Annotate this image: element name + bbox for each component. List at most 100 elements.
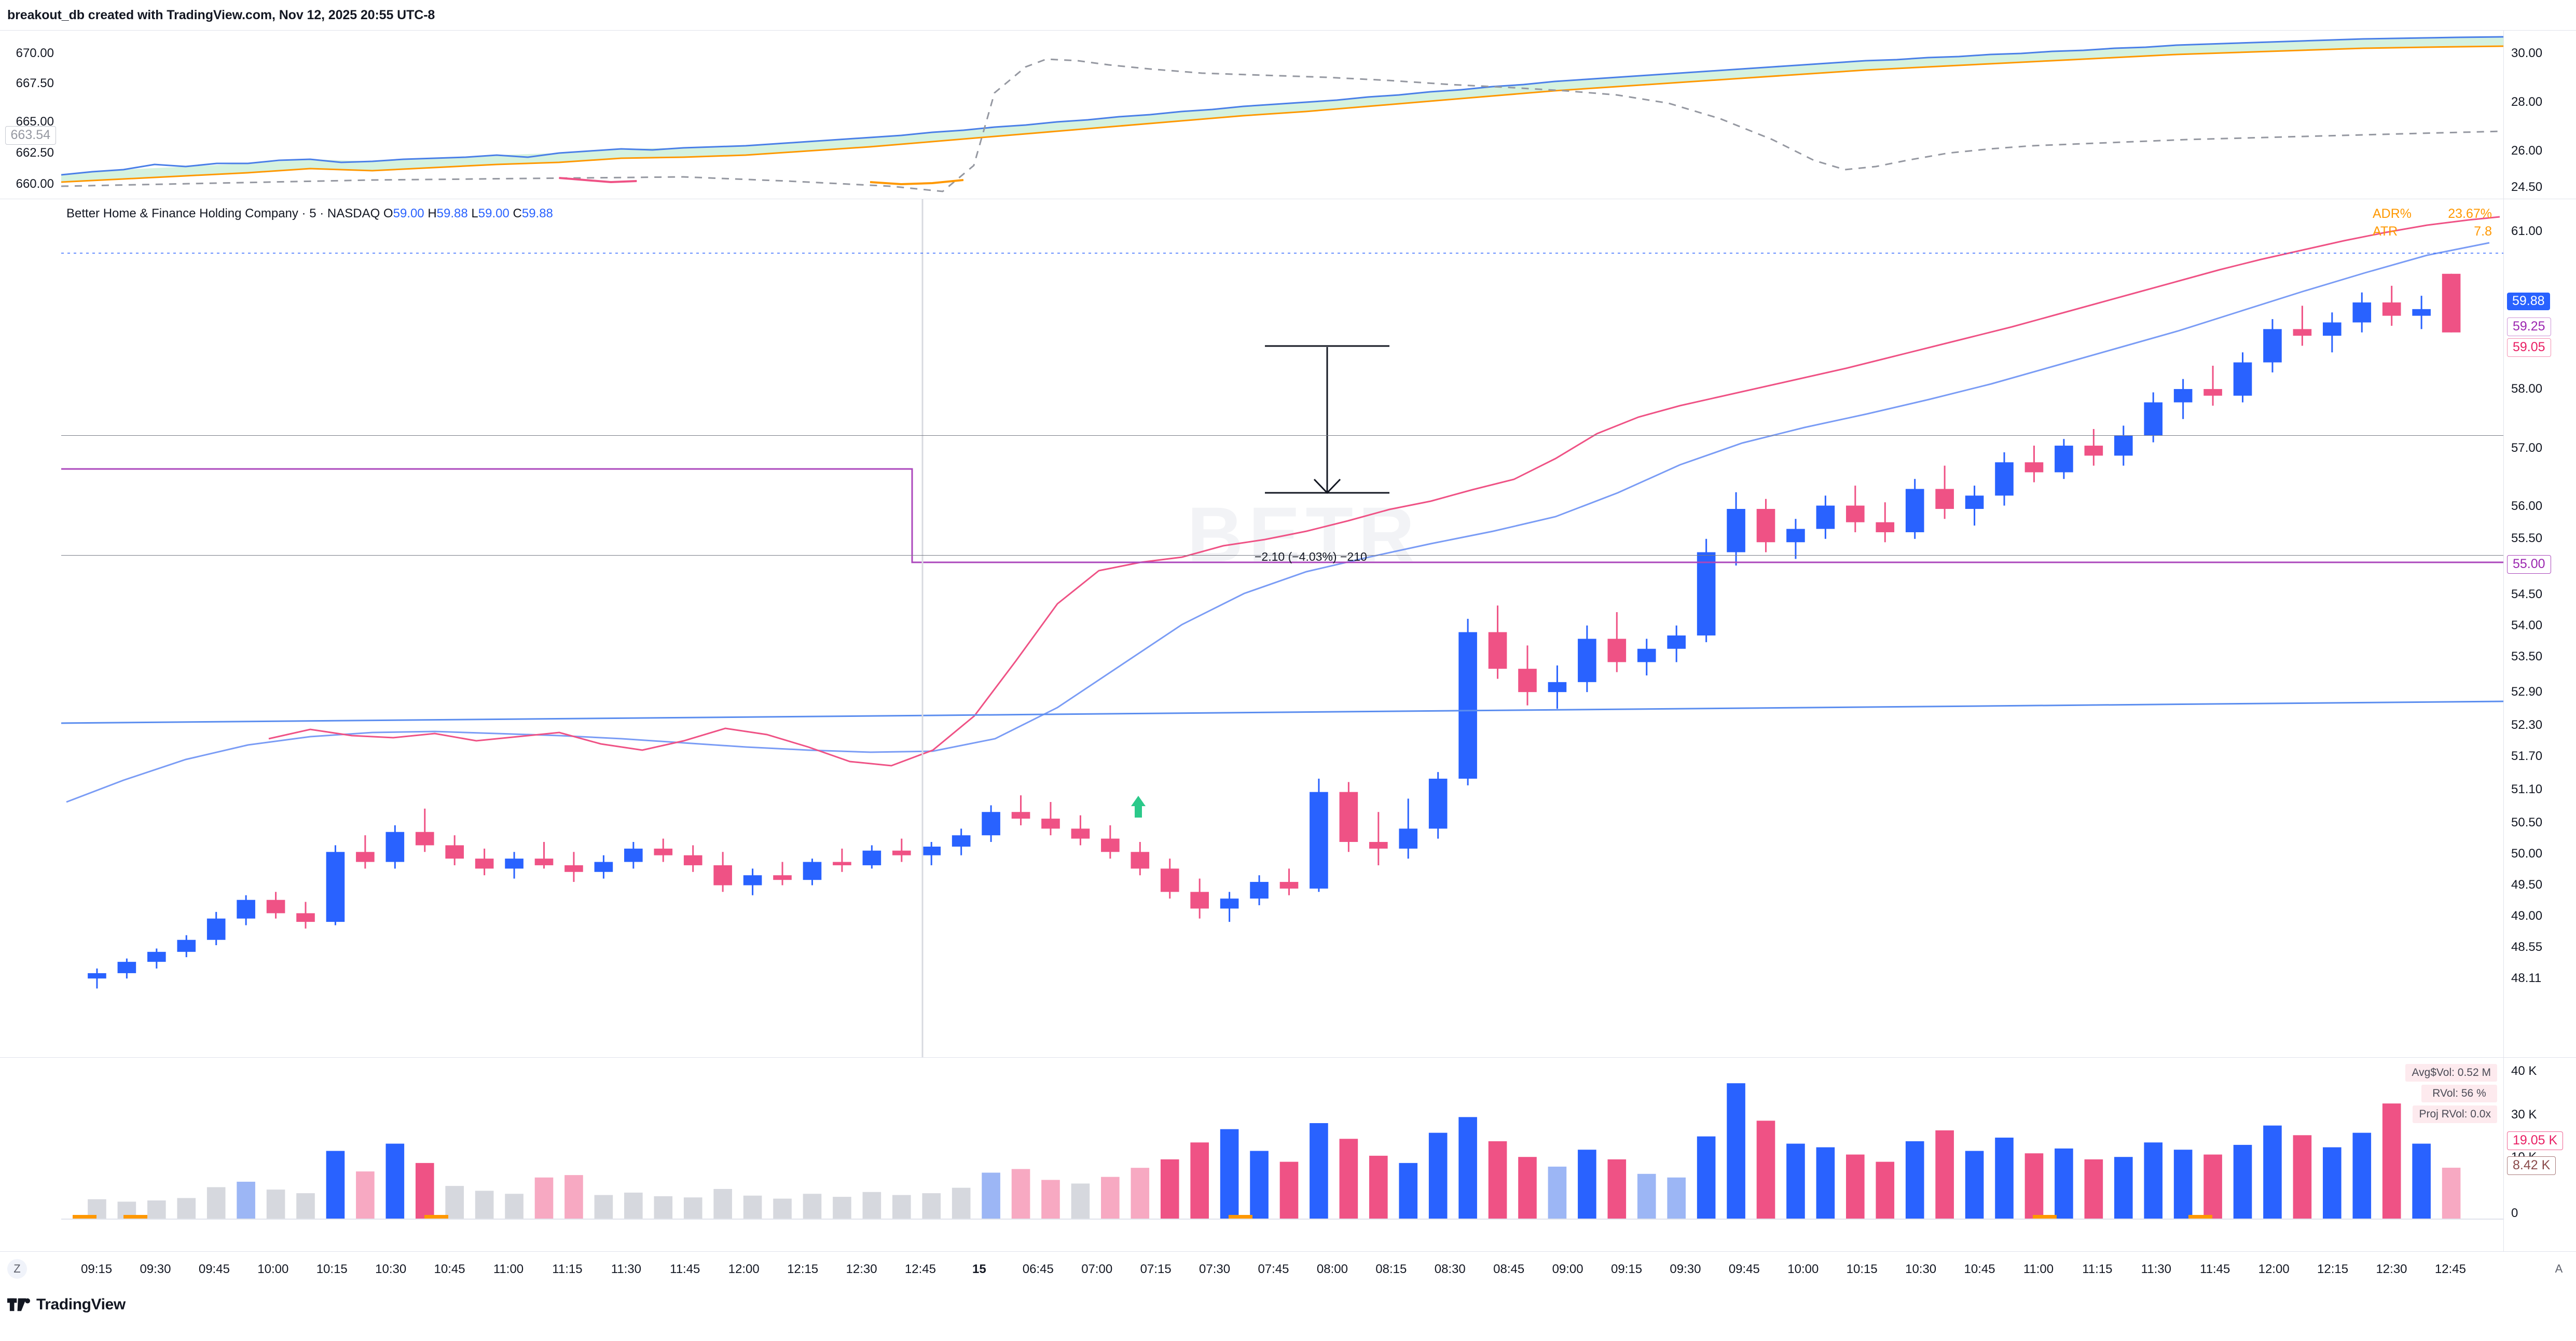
main-panel-right-axis[interactable]: 61.00 59.88 59.25 59.05 58.00 57.00 56.0… xyxy=(2503,199,2576,1057)
top-indicator-panel: 670.00 667.50 665.00 663.54 662.50 660.0… xyxy=(0,30,2576,199)
axis-tick: 51.10 xyxy=(2511,782,2543,796)
axis-tick: 57.00 xyxy=(2511,441,2543,455)
time-tick: 06:45 xyxy=(1022,1262,1054,1276)
main-price-panel: Better Home & Finance Holding Company · … xyxy=(0,199,2576,1057)
atr-readout[interactable]: ATR 7.8 xyxy=(2373,224,2492,239)
time-tick: 07:15 xyxy=(1140,1262,1172,1276)
symbol-legend[interactable]: Better Home & Finance Holding Company · … xyxy=(66,206,553,221)
time-tick: 07:00 xyxy=(1081,1262,1113,1276)
tradingview-wordmark: TradingView xyxy=(36,1296,126,1313)
ma-red-price-tag: 59.05 xyxy=(2507,338,2551,357)
time-tick: 12:00 xyxy=(728,1262,760,1276)
axis-tick: 55.50 xyxy=(2511,531,2543,545)
time-tick: 09:45 xyxy=(198,1262,230,1276)
axis-tick: 48.11 xyxy=(2511,971,2542,985)
top-panel-left-axis[interactable]: 670.00 667.50 665.00 663.54 662.50 660.0… xyxy=(0,31,61,199)
rvol-stat: RVol: 56 % xyxy=(2421,1085,2497,1102)
time-tick: 09:30 xyxy=(140,1262,171,1276)
time-tick: 09:45 xyxy=(1728,1262,1760,1276)
main-panel-plot[interactable]: BETR xyxy=(61,199,2503,1057)
legend-high-value: 59.88 xyxy=(436,206,468,220)
time-tick: 11:00 xyxy=(493,1262,524,1276)
time-tick: 10:15 xyxy=(1846,1262,1878,1276)
time-tick: 08:45 xyxy=(1493,1262,1525,1276)
adr-label: ADR% xyxy=(2373,206,2412,221)
time-tick: 09:30 xyxy=(1670,1262,1701,1276)
volume-tag-current: 19.05 K xyxy=(2507,1131,2564,1150)
axis-tick: 58.00 xyxy=(2511,382,2543,396)
volume-right-axis[interactable]: 40 K 30 K 19.05 K 10 K 8.42 K 0 xyxy=(2503,1058,2576,1251)
volume-plot[interactable] xyxy=(61,1058,2503,1251)
level-line-52-30 xyxy=(61,435,2503,436)
time-tick: 08:15 xyxy=(1375,1262,1407,1276)
axis-tick: 56.00 xyxy=(2511,499,2543,513)
axis-tick: 50.00 xyxy=(2511,847,2543,861)
zoom-reset-button[interactable]: Z xyxy=(7,1259,27,1279)
time-tick: 07:45 xyxy=(1258,1262,1289,1276)
time-tick: 09:15 xyxy=(1610,1262,1643,1276)
legend-open-value: 59.00 xyxy=(393,206,424,220)
axis-tick: 51.70 xyxy=(2511,749,2543,763)
axis-tick: 40 K xyxy=(2511,1064,2537,1078)
axis-tick: 49.50 xyxy=(2511,878,2543,892)
legend-close-value: 59.88 xyxy=(521,206,553,220)
axis-tick: 30.00 xyxy=(2511,46,2543,60)
time-tick: 08:30 xyxy=(1434,1262,1466,1276)
axis-tick: 53.50 xyxy=(2511,649,2543,663)
auto-scale-button[interactable]: A xyxy=(2555,1262,2563,1275)
axis-tick: 660.00 xyxy=(16,177,54,191)
legend-close-label: C xyxy=(513,206,522,220)
time-tick: 10:00 xyxy=(257,1262,289,1276)
price-tag-top-panel: 663.54 xyxy=(5,126,56,145)
buy-arrow-marker xyxy=(1131,796,1146,818)
axis-tick: 54.00 xyxy=(2511,618,2543,632)
atr-label: ATR xyxy=(2373,224,2398,239)
legend-symbol: Better Home & Finance Holding Company · … xyxy=(66,206,380,220)
time-tick: 09:15 xyxy=(81,1262,113,1276)
time-axis[interactable]: Z A 09:15 09:30 09:45 10:00 10:15 10:30 10:45 1… xyxy=(0,1251,2576,1285)
time-tick: 11:30 xyxy=(611,1262,641,1276)
top-panel-plot[interactable] xyxy=(61,31,2503,199)
time-tick: 10:30 xyxy=(1905,1262,1937,1276)
axis-tick: 52.90 xyxy=(2511,685,2543,699)
time-tick: 09:00 xyxy=(1552,1262,1583,1276)
axis-tick: 28.00 xyxy=(2511,95,2543,109)
time-tick: 08:00 xyxy=(1316,1262,1348,1276)
legend-open-label: O xyxy=(383,206,393,220)
tradingview-logo-icon xyxy=(7,1298,30,1311)
time-tick: 10:45 xyxy=(434,1262,465,1276)
measurement-label: −2.10 (−4.03%) −210 xyxy=(1255,550,1367,563)
legend-low-label: L xyxy=(471,206,478,220)
axis-tick: 30 K xyxy=(2511,1108,2537,1122)
axis-tick: 670.00 xyxy=(16,46,54,60)
measurement-tool xyxy=(1265,345,1389,494)
last-price-tag: 59.88 xyxy=(2507,293,2550,310)
time-tick: 12:00 xyxy=(2258,1262,2290,1276)
adr-readout[interactable]: ADR% 23.67% xyxy=(2373,206,2492,222)
axis-tick: 26.00 xyxy=(2511,144,2543,158)
time-tick: 10:30 xyxy=(375,1262,407,1276)
volume-tag-projected: 8.42 K xyxy=(2507,1156,2556,1175)
level-line-50-00 xyxy=(61,555,2503,556)
main-series-svg xyxy=(61,199,2503,1057)
legend-low-value: 59.00 xyxy=(478,206,509,220)
top-panel-right-axis[interactable]: 30.00 28.00 26.00 24.50 xyxy=(2503,31,2576,199)
axis-tick: 49.00 xyxy=(2511,909,2543,923)
time-tick: 10:45 xyxy=(1964,1262,1995,1276)
atr-value: 7.8 xyxy=(2474,224,2492,239)
axis-tick: 54.50 xyxy=(2511,587,2543,601)
axis-tick: 50.50 xyxy=(2511,815,2543,830)
time-tick: 11:45 xyxy=(2200,1262,2230,1276)
candle-layer xyxy=(88,273,2461,989)
time-tick: 10:15 xyxy=(316,1262,348,1276)
time-tick: 12:30 xyxy=(846,1262,877,1276)
time-tick: 11:45 xyxy=(670,1262,700,1276)
axis-tick: 662.50 xyxy=(16,146,54,160)
axis-tick: 48.55 xyxy=(2511,940,2543,954)
volume-panel: Avg$Vol: 0.52 M RVol: 56 % Proj RVol: 0.… xyxy=(0,1057,2576,1251)
legend-high-label: H xyxy=(428,206,437,220)
time-tick: 11:00 xyxy=(2023,1262,2054,1276)
time-tick: 12:45 xyxy=(904,1262,936,1276)
volume-left-gutter xyxy=(0,1058,61,1251)
